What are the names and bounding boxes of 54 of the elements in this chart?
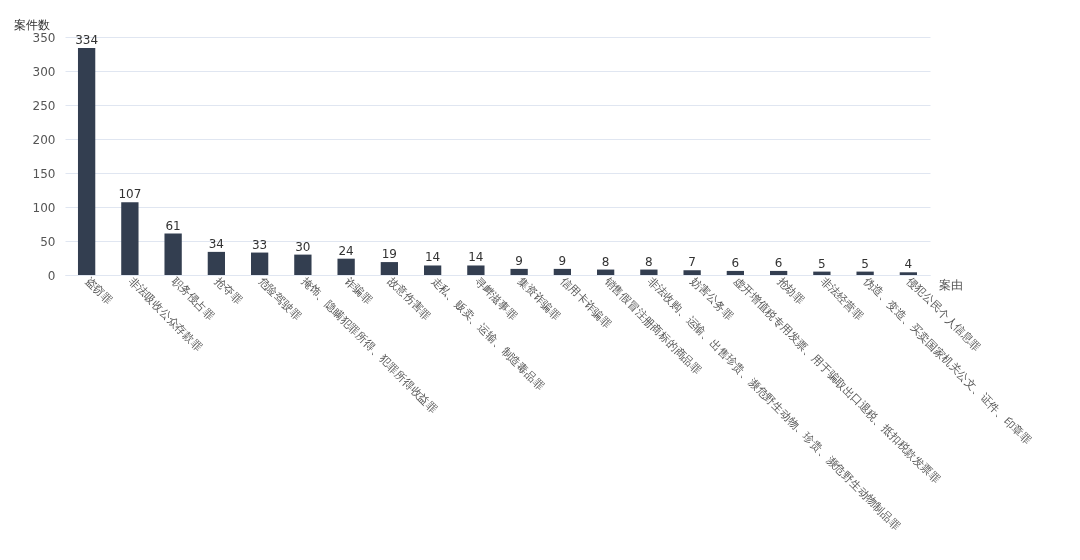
bar [726,270,745,275]
bar [813,271,831,275]
x-axis-title: 案由 [938,277,963,292]
bar [380,262,399,275]
y-tick-label: 250 [32,98,56,113]
bar [207,251,226,275]
data-label: 6 [774,255,783,270]
y-axis-title: 案件数 [13,17,50,32]
bar [596,269,615,275]
data-label: 33 [251,237,268,252]
x-tick-label: 抢夺罪 [212,274,245,308]
data-label: 6 [731,255,740,270]
bar [683,270,701,275]
bar [510,268,528,275]
bar [337,258,355,275]
x-tick-label: 盗窃罪 [82,274,115,308]
bar [553,268,572,275]
data-label: 34 [208,236,225,251]
data-label: 9 [515,253,523,268]
y-tick-label: 200 [32,132,56,147]
bar [769,270,788,275]
y-tick-label: 100 [32,200,56,215]
data-label: 30 [295,239,311,254]
y-tick-label: 350 [32,30,56,45]
data-label: 334 [75,32,99,47]
bar [294,254,312,275]
data-label: 5 [861,256,869,271]
data-label: 24 [338,243,354,258]
data-label: 7 [688,255,696,270]
y-tick-label: 0 [47,268,56,283]
bar [121,202,139,275]
x-tick-label: 抢劫罪 [774,274,807,308]
data-label: 61 [165,218,181,233]
data-label: 14 [468,250,484,265]
data-label: 9 [558,253,567,268]
bar [423,265,442,275]
bar [164,233,182,275]
x-tick-label: 诈骗罪 [341,274,375,308]
data-label: 4 [904,257,913,272]
data-label: 5 [818,256,826,271]
bar [250,252,269,275]
y-tick-label: 50 [40,234,56,249]
data-label: 8 [645,254,653,269]
bar [467,265,485,275]
bar [77,47,96,275]
data-label: 19 [381,247,398,262]
data-label: 14 [424,250,441,265]
bar [640,269,658,275]
data-label: 107 [118,187,142,202]
bar [899,272,918,275]
y-tick-label: 300 [32,64,56,79]
data-label: 8 [601,254,610,269]
y-tick-label: 150 [32,166,56,181]
bar [856,271,874,275]
